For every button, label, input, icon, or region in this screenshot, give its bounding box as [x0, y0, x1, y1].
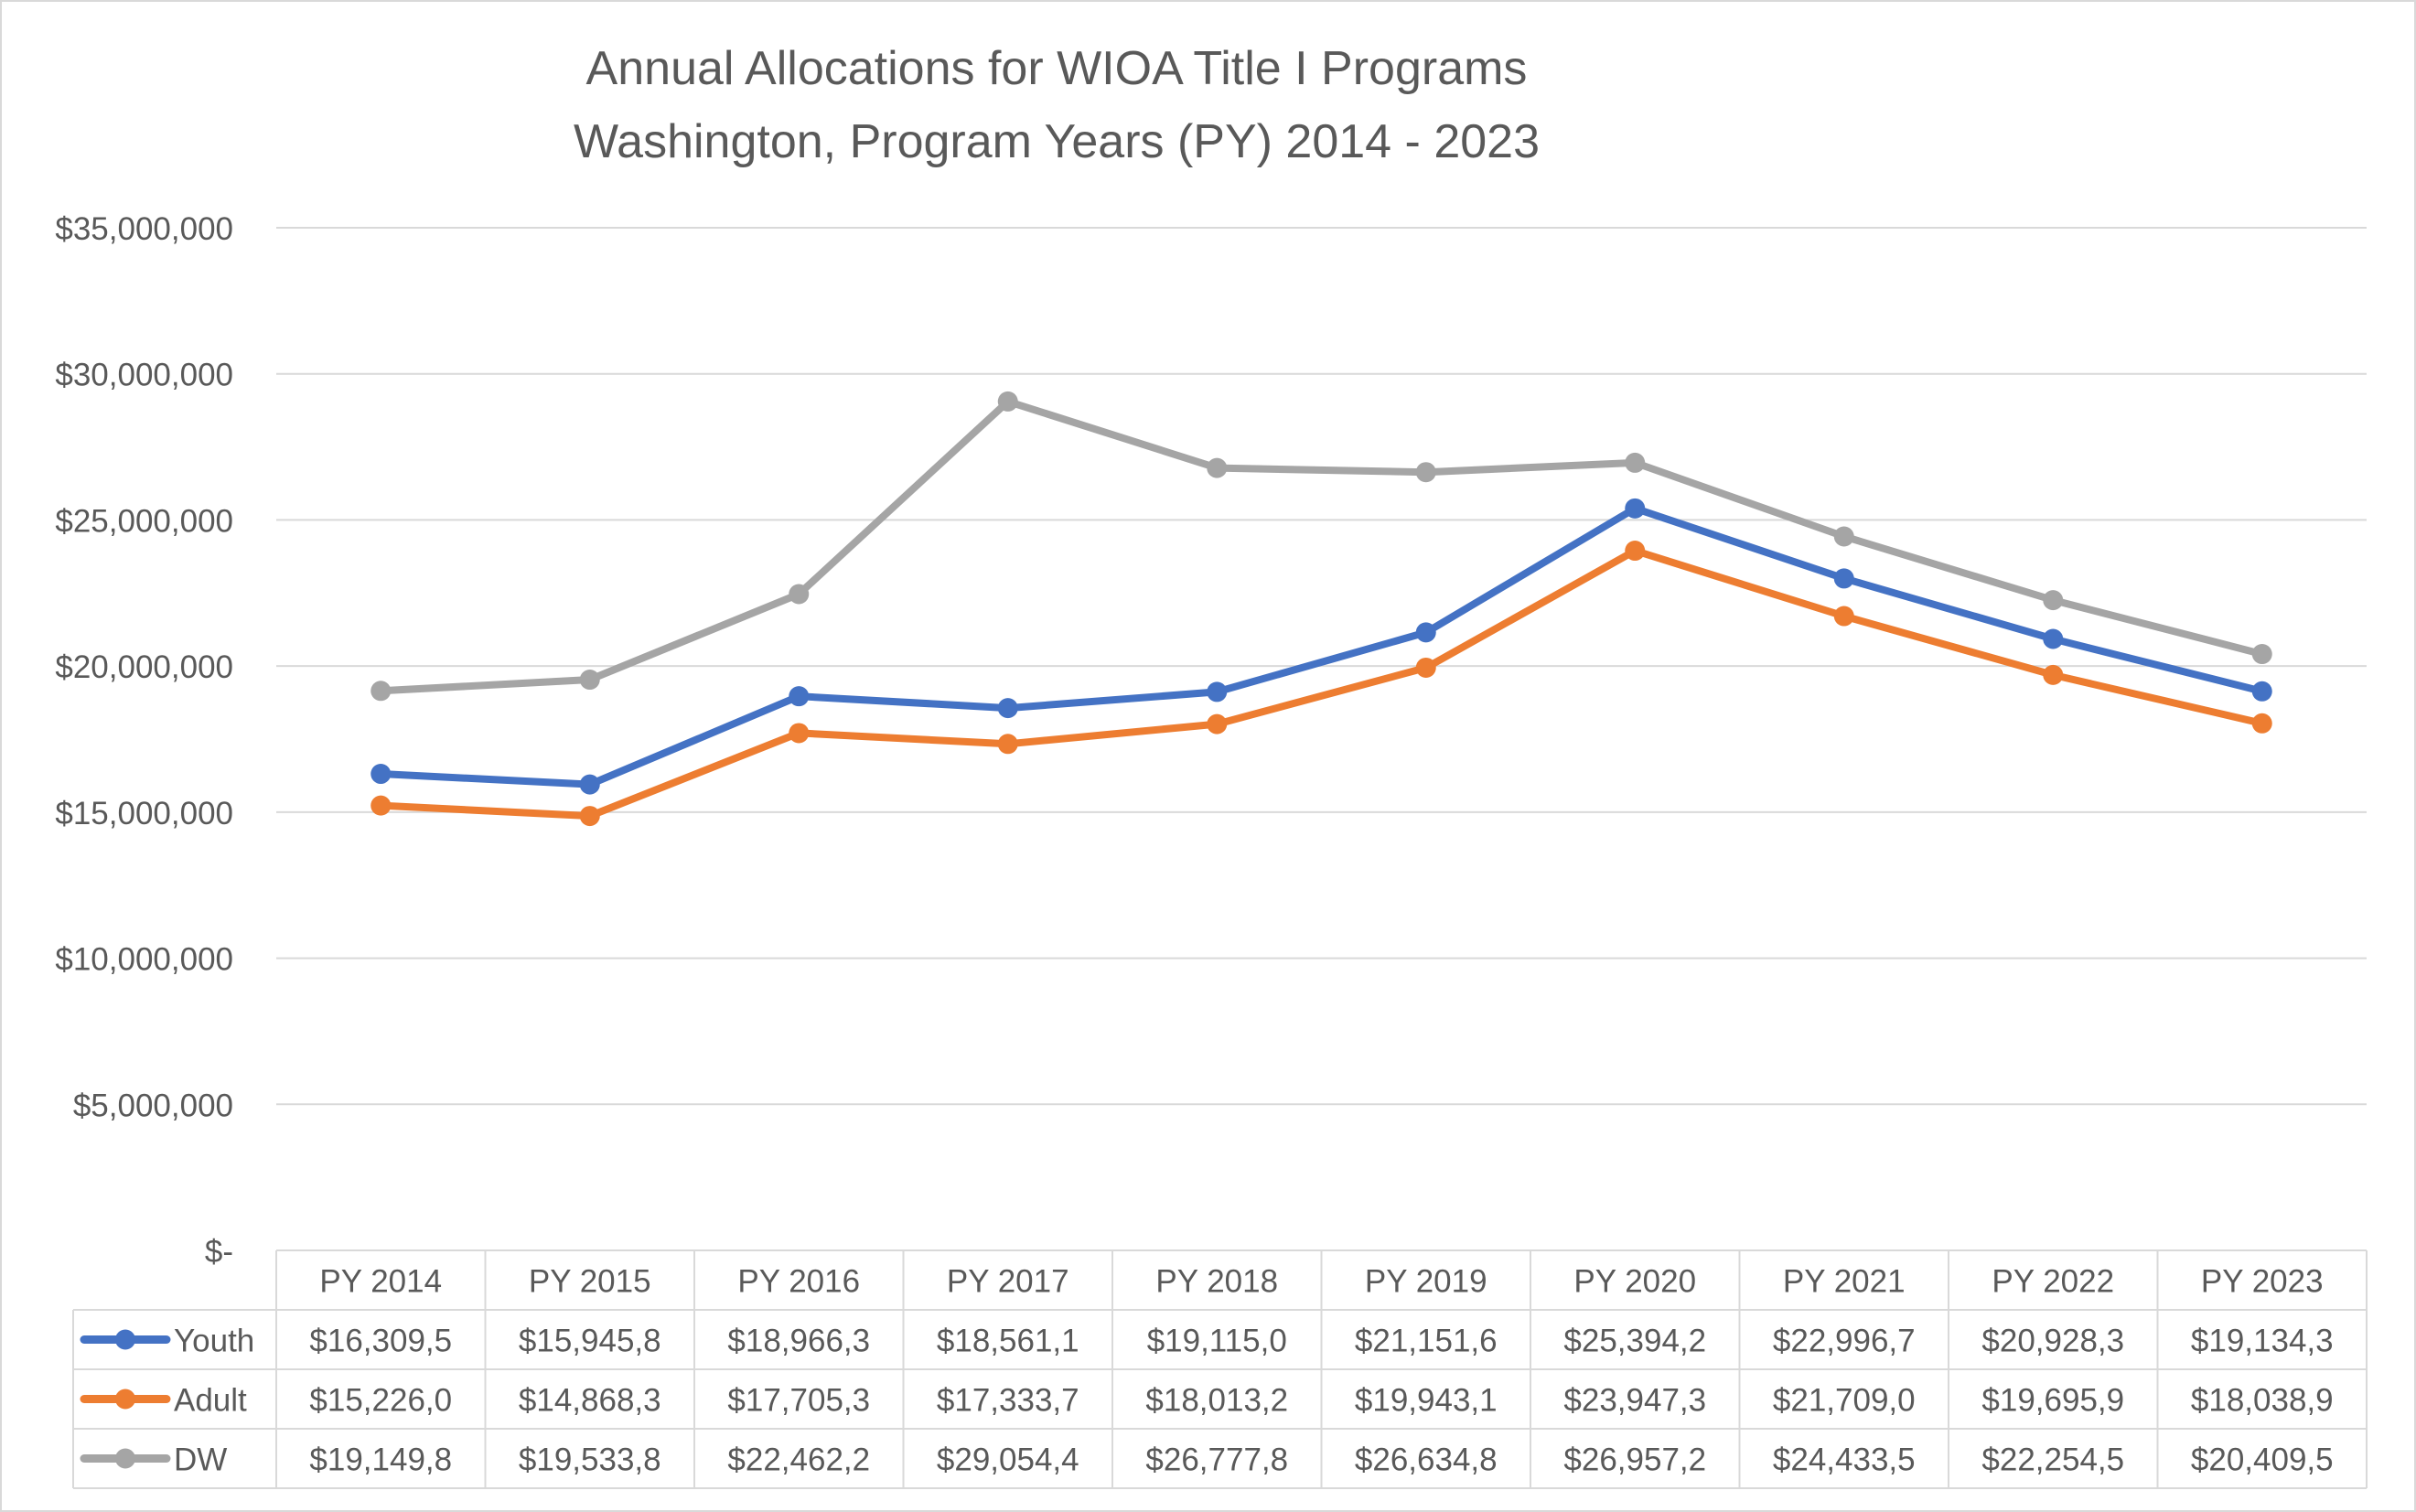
series-lines [370, 391, 2272, 827]
x-category-label: PY 2014 [319, 1264, 442, 1300]
x-category-label: PY 2017 [947, 1264, 1069, 1300]
chart-title-line-1: Annual Allocations for WIOA Title I Prog… [586, 42, 1528, 95]
data-point-dw [1625, 452, 1646, 473]
table-value-cell: $19,115,0 [1147, 1324, 1287, 1359]
table-value-cell: $19,134,3 [2191, 1324, 2334, 1359]
table-value-cell: $25,394,2 [1563, 1324, 1706, 1359]
table-value-cell: $19,695,9 [1981, 1383, 2124, 1419]
x-category-label: PY 2016 [737, 1264, 860, 1300]
table-value-cell: $18,561,1 [937, 1324, 1079, 1359]
table-value-cell: $18,966,3 [727, 1324, 870, 1359]
data-point-dw [997, 391, 1018, 412]
table-value-cell: $19,149,8 [309, 1442, 452, 1478]
data-point-adult [1833, 606, 1854, 627]
data-point-youth [1207, 681, 1228, 702]
data-point-youth [1833, 568, 1854, 589]
data-point-dw [370, 681, 392, 702]
data-point-youth [789, 686, 810, 707]
data-point-adult [370, 795, 392, 816]
table-value-cell: $26,634,8 [1355, 1442, 1498, 1478]
table-value-cell: $15,945,8 [519, 1324, 661, 1359]
table-value-cell: $14,868,3 [519, 1383, 661, 1419]
table-value-cell: $16,309,5 [309, 1324, 452, 1359]
table-value-cell: $29,054,4 [937, 1442, 1079, 1478]
table-value-cell: $19,943,1 [1355, 1383, 1498, 1419]
data-point-adult [789, 723, 810, 744]
data-point-adult [2251, 713, 2272, 734]
data-point-adult [1207, 713, 1228, 735]
data-point-adult [997, 734, 1018, 755]
y-tick-label: $20,000,000 [55, 649, 233, 685]
data-point-dw [2043, 590, 2064, 611]
table-value-cell: $24,433,5 [1773, 1442, 1916, 1478]
data-point-youth [370, 764, 392, 785]
series-line-youth [377, 504, 2266, 788]
data-point-dw [579, 670, 600, 691]
data-point-youth [1625, 498, 1646, 519]
x-category-label: PY 2023 [2201, 1264, 2324, 1300]
y-tick-label: $- [205, 1234, 233, 1270]
table-value-cell: $15,226,0 [309, 1383, 452, 1419]
table-value-cell: $19,533,8 [519, 1442, 661, 1478]
table-value-cell: $20,409,5 [2191, 1442, 2334, 1478]
x-category-label: PY 2015 [529, 1264, 651, 1300]
table-value-cell: $26,957,2 [1563, 1442, 1706, 1478]
legend-series-name: Adult [174, 1383, 247, 1419]
table-value-cell: $22,462,2 [727, 1442, 870, 1478]
x-category-label: PY 2018 [1155, 1264, 1278, 1300]
table-value-cell: $26,777,8 [1145, 1442, 1288, 1478]
y-axis-tick-labels: $- $5,000,000 $10,000,000 $15,000,000 $20,00… [55, 211, 233, 1270]
data-point-adult [1415, 657, 1436, 678]
y-tick-label: $5,000,000 [73, 1088, 233, 1123]
table-value-cell: $17,333,7 [937, 1383, 1079, 1419]
data-point-youth [997, 698, 1018, 719]
table-value-cell: $23,947,3 [1563, 1383, 1706, 1419]
data-point-adult [579, 806, 600, 827]
y-tick-label: $25,000,000 [55, 503, 233, 539]
table-value-cell: $22,996,7 [1773, 1324, 1916, 1359]
x-category-label: PY 2020 [1573, 1264, 1696, 1300]
data-point-adult [2043, 664, 2064, 685]
series-line-dw [377, 397, 2266, 695]
series-line-adult [377, 547, 2266, 820]
x-category-label: PY 2022 [1992, 1264, 2114, 1300]
data-point-dw [1415, 462, 1436, 483]
gridlines [276, 227, 2367, 1106]
legend-key-marker [115, 1329, 135, 1350]
data-point-youth [2251, 681, 2272, 702]
y-tick-label: $30,000,000 [55, 358, 233, 393]
table-value-cell: $20,928,3 [1981, 1324, 2124, 1359]
legend-series-name: DW [174, 1442, 227, 1478]
x-category-label: PY 2019 [1365, 1264, 1487, 1300]
table-value-cell: $21,151,6 [1355, 1324, 1498, 1359]
y-tick-label: $15,000,000 [55, 796, 233, 831]
data-point-youth [1415, 622, 1436, 643]
legend-key-marker [115, 1448, 135, 1469]
data-table: PY 2014 PY 2015 PY 2016 PY 2017 PY 2018 PY 20… [72, 1249, 2368, 1489]
x-category-label: PY 2021 [1783, 1264, 1906, 1300]
y-tick-label: $10,000,000 [55, 942, 233, 978]
data-point-dw [2251, 644, 2272, 665]
y-tick-label: $35,000,000 [55, 211, 233, 247]
data-point-adult [1625, 541, 1646, 562]
legend-key-marker [115, 1389, 135, 1410]
table-value-cell: $17,705,3 [727, 1383, 870, 1419]
table-value-cell: $18,013,2 [1145, 1383, 1288, 1419]
data-point-dw [1207, 457, 1228, 478]
table-value-cell: $21,709,0 [1773, 1383, 1916, 1419]
chart-title-line-2: Washington, Program Years (PY) 2014 - 20… [574, 115, 1540, 168]
data-point-youth [2043, 628, 2064, 649]
data-point-dw [1833, 526, 1854, 547]
data-point-youth [579, 774, 600, 795]
table-value-cell: $18,038,9 [2191, 1383, 2334, 1419]
data-point-dw [789, 584, 810, 605]
table-value-cell: $22,254,5 [1981, 1442, 2124, 1478]
legend-series-name: Youth [174, 1324, 254, 1359]
